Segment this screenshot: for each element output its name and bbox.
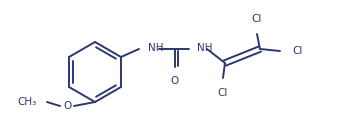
Text: Cl: Cl: [252, 14, 262, 24]
Text: O: O: [63, 101, 71, 111]
Text: Cl: Cl: [218, 88, 228, 98]
Text: NH: NH: [197, 43, 212, 53]
Text: NH: NH: [148, 43, 163, 53]
Text: CH₃: CH₃: [18, 97, 37, 107]
Text: O: O: [171, 76, 179, 86]
Text: Cl: Cl: [292, 46, 302, 56]
